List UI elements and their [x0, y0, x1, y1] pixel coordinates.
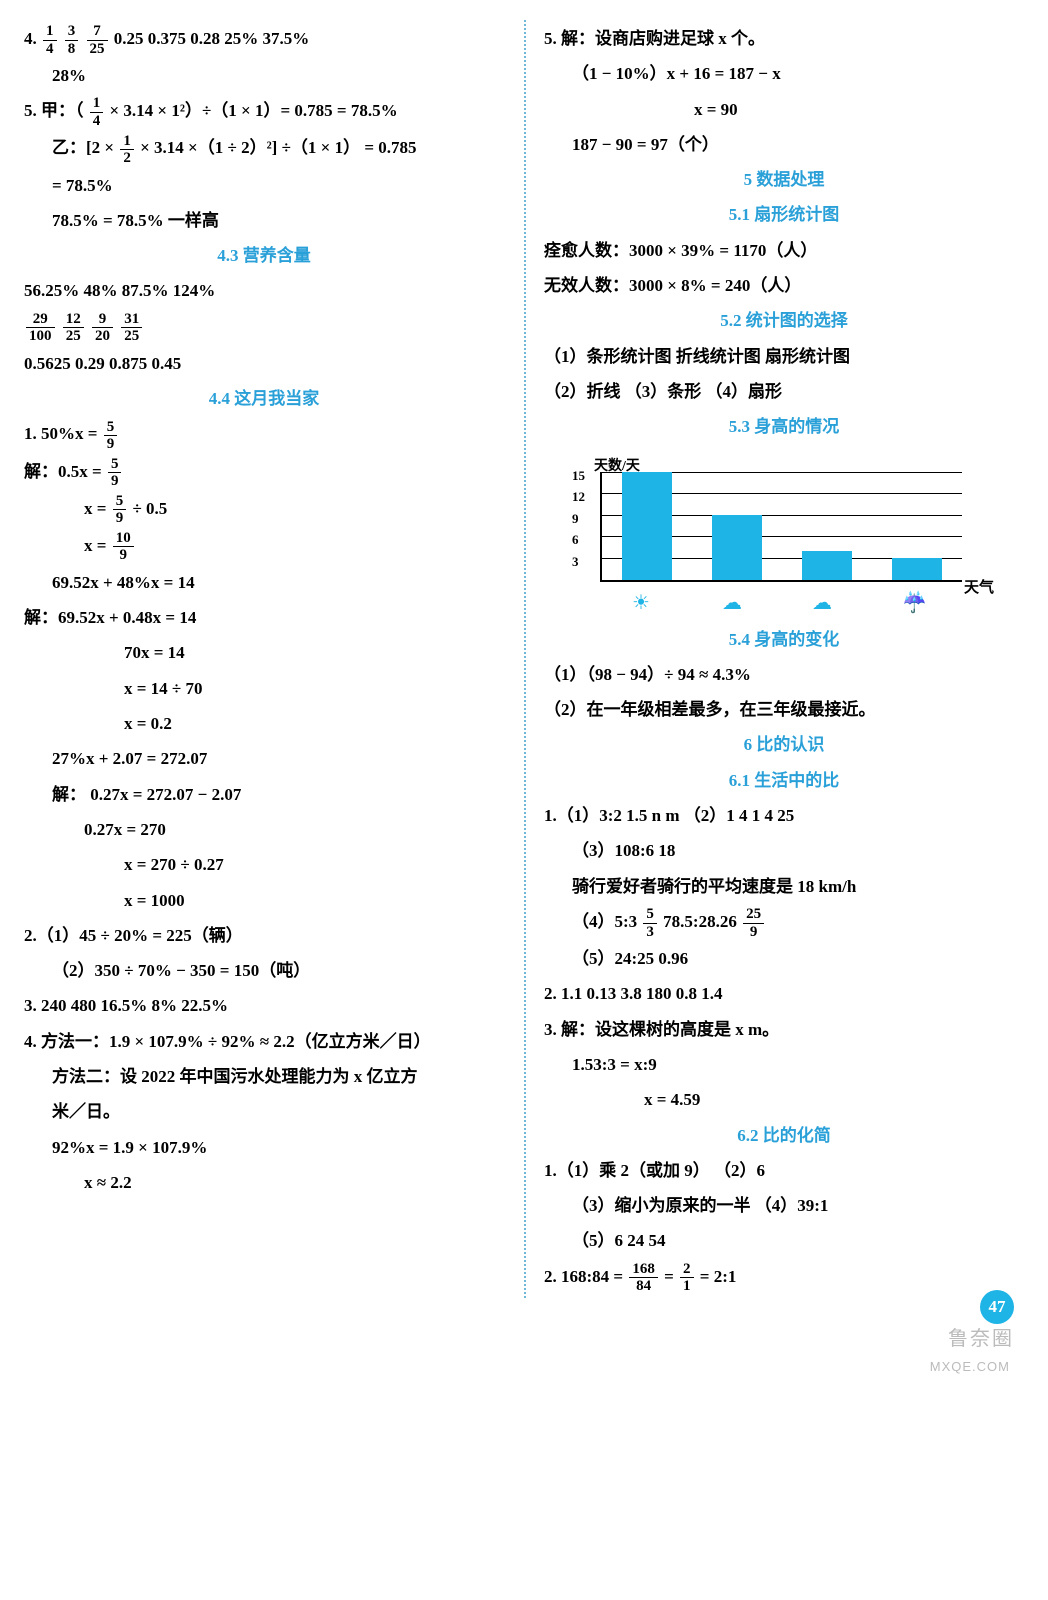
q4e: x ≈ 2.2 [24, 1167, 504, 1199]
q1m: x = 270 ÷ 0.27 [24, 849, 504, 881]
chart-xlabel: 天气 [964, 574, 994, 603]
section-5-3: 5.3 身高的情况 [544, 411, 1024, 443]
q1h: x = 14 ÷ 70 [24, 673, 504, 705]
fraction: 14 [90, 95, 104, 129]
p54b: （2）在一年级相差最多，在三年级最接近。 [544, 694, 1024, 726]
r5a: 5. 解：设商店购进足球 x 个。 [544, 23, 1024, 55]
item-5a: 5. 甲：（ 14 × 3.14 × 1²）÷（1 × 1）= 0.785 = … [24, 95, 504, 129]
p63b: 1.53:3 = x:9 [544, 1049, 1024, 1081]
r5d: 187 − 90 = 97（个） [544, 129, 1024, 161]
section-6-1: 6.1 生活中的比 [544, 765, 1024, 797]
chart-bar [892, 558, 942, 580]
chart-xicon: ☁ [722, 584, 742, 622]
p621b: （3）缩小为原来的一半 （4）39:1 [544, 1190, 1024, 1222]
fraction: 725 [87, 23, 108, 57]
item-4: 4. 14 38 725 0.25 0.375 0.28 25% 37.5% [24, 23, 504, 57]
section-4-4: 4.4 这月我当家 [24, 383, 504, 415]
q4b: 方法二：设 2022 年中国污水处理能力为 x 亿立方 [24, 1061, 504, 1093]
q1j: 27%x + 2.07 = 272.07 [24, 743, 504, 775]
chart-plot [600, 472, 962, 582]
section-5-1: 5.1 扇形统计图 [544, 199, 1024, 231]
q1d: x = 109 [24, 530, 504, 564]
text: 4. [24, 29, 41, 48]
chart-bar [712, 515, 762, 580]
section-6-2: 6.2 比的化简 [544, 1120, 1024, 1152]
q1l: 0.27x = 270 [24, 814, 504, 846]
q1e: 69.52x + 48%x = 14 [24, 567, 504, 599]
p61b: （3）108:6 18 [544, 835, 1024, 867]
r5c: x = 90 [544, 94, 1024, 126]
q1n: x = 1000 [24, 885, 504, 917]
q1b: 解：0.5x = 59 [24, 456, 504, 490]
q1a: 1. 50%x = 59 [24, 418, 504, 452]
q1g: 70x = 14 [24, 637, 504, 669]
q2b: （2）350 ÷ 70% − 350 = 150（吨） [24, 955, 504, 987]
section-4-3: 4.3 营养含量 [24, 240, 504, 272]
watermark: 鲁奈圈 [948, 1320, 1014, 1358]
item-5d: 78.5% = 78.5% 一样高 [24, 205, 504, 237]
item-5c: = 78.5% [24, 170, 504, 202]
section-5: 5 数据处理 [544, 164, 1024, 196]
p43a: 56.25% 48% 87.5% 124% [24, 275, 504, 307]
item-4-cont: 28% [24, 60, 504, 92]
q3: 3. 240 480 16.5% 8% 22.5% [24, 990, 504, 1022]
q1i: x = 0.2 [24, 708, 504, 740]
r5b: （1 − 10%）x + 16 = 187 − x [544, 58, 1024, 90]
p54a: （1）（98 − 94）÷ 94 ≈ 4.3% [544, 659, 1024, 691]
p61c: 骑行爱好者骑行的平均速度是 18 km/h [544, 871, 1024, 903]
p43c: 0.5625 0.29 0.875 0.45 [24, 348, 504, 380]
p61e: （5）24:25 0.96 [544, 943, 1024, 975]
p63a: 3. 解：设这棵树的高度是 x m。 [544, 1014, 1024, 1046]
left-column: 4. 14 38 725 0.25 0.375 0.28 25% 37.5% 2… [24, 20, 524, 1298]
p621c: （5）6 24 54 [544, 1225, 1024, 1257]
chart-ytick: 3 [572, 550, 579, 575]
q1k: 解： 0.27x = 272.07 − 2.07 [24, 779, 504, 811]
q1c: x = 59 ÷ 0.5 [24, 493, 504, 527]
section-5-4: 5.4 身高的变化 [544, 624, 1024, 656]
chart-bar [622, 472, 672, 580]
p51b: 无效人数：3000 × 8% = 240（人） [544, 270, 1024, 302]
bar-chart: 天数/天 天气 1512963☀☁☁☔ [564, 454, 1024, 614]
p62a: 2. 1.1 0.13 3.8 180 0.8 1.4 [544, 978, 1024, 1010]
p51a: 痊愈人数：3000 × 39% = 1170（人） [544, 235, 1024, 267]
item-5b: 乙：[2 × 12 × 3.14 ×（1 ÷ 2）²] ÷（1 × 1） = 0… [24, 132, 504, 166]
q1f: 解：69.52x + 0.48x = 14 [24, 602, 504, 634]
q4c: 米／日。 [24, 1096, 504, 1128]
q2a: 2.（1）45 ÷ 20% = 225（辆） [24, 920, 504, 952]
fraction: 38 [65, 23, 79, 57]
page: 4. 14 38 725 0.25 0.375 0.28 25% 37.5% 2… [24, 20, 1024, 1298]
p622: 2. 168:84 = 16884 = 21 = 2:1 [544, 1261, 1024, 1295]
chart-xicon: ☁ [812, 584, 832, 622]
fraction: 12 [120, 133, 134, 167]
chart-xicon: ☀ [632, 584, 650, 622]
p621a: 1.（1）乘 2（或加 9） （2）6 [544, 1155, 1024, 1187]
p52b: （2）折线 （3）条形 （4）扇形 [544, 376, 1024, 408]
p63c: x = 4.59 [544, 1084, 1024, 1116]
p61d: （4）5:3 53 78.5:28.26 259 [544, 906, 1024, 940]
column-divider [524, 20, 526, 1298]
chart-xicon: ☔ [902, 584, 927, 622]
q4a: 4. 方法一：1.9 × 107.9% ÷ 92% ≈ 2.2（亿立方米／日） [24, 1026, 504, 1058]
section-6: 6 比的认识 [544, 729, 1024, 761]
watermark-url: MXQE.COM [930, 1355, 1010, 1380]
p52a: （1）条形统计图 折线统计图 扇形统计图 [544, 341, 1024, 373]
section-5-2: 5.2 统计图的选择 [544, 305, 1024, 337]
p61a: 1.（1）3:2 1.5 n m （2）1 4 1 4 25 [544, 800, 1024, 832]
q4d: 92%x = 1.9 × 107.9% [24, 1132, 504, 1164]
fraction: 14 [43, 23, 57, 57]
page-number: 47 [980, 1290, 1014, 1324]
right-column: 5. 解：设商店购进足球 x 个。 （1 − 10%）x + 16 = 187 … [524, 20, 1024, 1298]
chart-bar [802, 551, 852, 580]
p43b: 29100 1225 920 3125 [24, 311, 504, 345]
